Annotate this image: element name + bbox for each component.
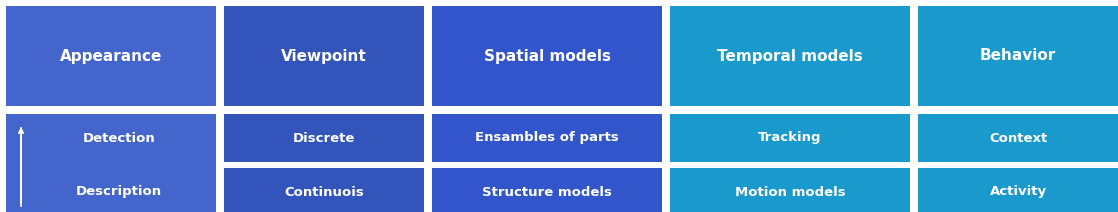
FancyBboxPatch shape: [918, 168, 1118, 212]
Text: Description: Description: [76, 186, 162, 198]
FancyBboxPatch shape: [670, 6, 910, 106]
Text: Spatial models: Spatial models: [483, 49, 610, 64]
FancyBboxPatch shape: [918, 114, 1118, 162]
Text: Motion models: Motion models: [735, 186, 845, 198]
FancyBboxPatch shape: [224, 6, 424, 106]
Text: Appearance: Appearance: [59, 49, 162, 64]
Text: Temporal models: Temporal models: [717, 49, 863, 64]
Text: Viewpoint: Viewpoint: [281, 49, 367, 64]
FancyBboxPatch shape: [6, 114, 216, 212]
Text: Continuois: Continuois: [284, 186, 363, 198]
FancyBboxPatch shape: [224, 168, 424, 212]
Text: Activity: Activity: [989, 186, 1046, 198]
FancyBboxPatch shape: [432, 168, 662, 212]
Text: Tracking: Tracking: [758, 131, 822, 145]
FancyBboxPatch shape: [432, 114, 662, 162]
FancyBboxPatch shape: [224, 114, 424, 162]
Text: Behavior: Behavior: [979, 49, 1057, 64]
Text: Detection: Detection: [83, 131, 155, 145]
Text: Ensambles of parts: Ensambles of parts: [475, 131, 619, 145]
Text: Structure models: Structure models: [482, 186, 612, 198]
FancyBboxPatch shape: [432, 6, 662, 106]
FancyBboxPatch shape: [670, 114, 910, 162]
FancyBboxPatch shape: [6, 6, 216, 106]
FancyBboxPatch shape: [670, 168, 910, 212]
Text: Context: Context: [989, 131, 1048, 145]
Text: Discrete: Discrete: [293, 131, 356, 145]
FancyBboxPatch shape: [918, 6, 1118, 106]
